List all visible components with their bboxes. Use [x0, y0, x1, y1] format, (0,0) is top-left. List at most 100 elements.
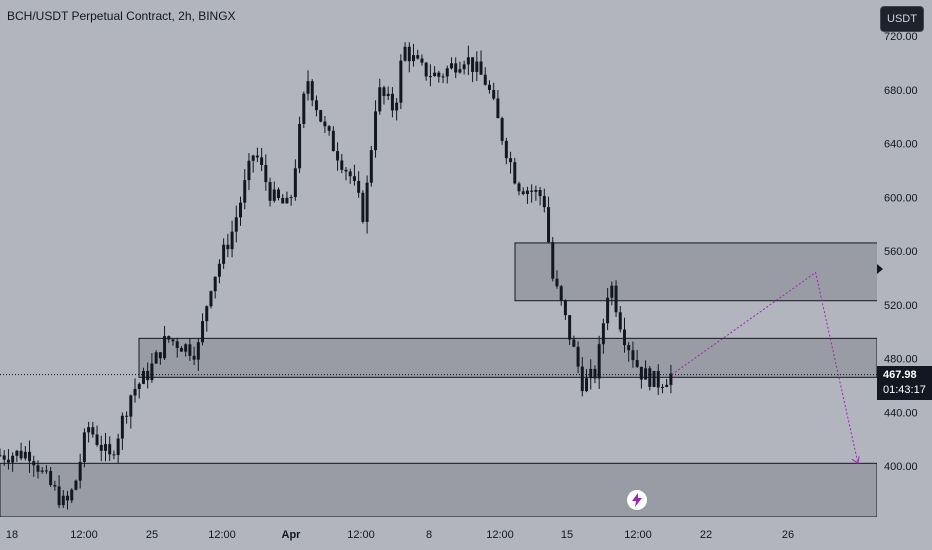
candle-body — [2, 455, 6, 460]
candle-body — [209, 291, 213, 307]
x-tick-label: 15 — [561, 529, 573, 541]
symbol-title: BCH/USDT Perpetual Contract, 2h, BINGX — [7, 9, 236, 23]
candle-body — [125, 415, 129, 417]
zone-rect[interactable] — [514, 242, 879, 302]
x-tick-label: 18 — [6, 529, 18, 541]
currency-button[interactable]: USDT — [880, 6, 924, 32]
candle-body — [11, 455, 15, 463]
candle-body — [163, 336, 167, 359]
candle-body — [500, 118, 504, 141]
candle-body — [509, 158, 513, 163]
zones-layer — [0, 242, 879, 518]
candle-body — [610, 285, 614, 298]
candle-body — [420, 58, 424, 63]
candle-body — [652, 371, 656, 387]
x-tick-label: 25 — [146, 529, 158, 541]
candle-body — [378, 87, 382, 112]
candle-body — [112, 454, 116, 456]
candle-body — [483, 74, 487, 85]
candle-body — [344, 169, 348, 172]
x-tick-label: 12:00 — [70, 529, 98, 541]
candle-body — [323, 121, 327, 127]
candle-body — [70, 489, 74, 501]
candle-body — [576, 346, 580, 367]
x-axis-panel — [0, 517, 932, 550]
x-tick-label: 8 — [426, 529, 432, 541]
candle-body — [137, 383, 141, 389]
candle-body — [568, 315, 572, 340]
candle-body — [196, 342, 200, 360]
candle-body — [471, 57, 475, 72]
candle-body — [374, 111, 378, 151]
last-price: 467.98 — [883, 368, 917, 381]
y-tick-label: 640.00 — [884, 139, 918, 151]
candle-body — [390, 93, 394, 111]
candle-body — [399, 60, 403, 103]
candle-body — [656, 371, 660, 388]
candle-body — [665, 384, 669, 387]
candle-body — [445, 68, 449, 77]
candle-body — [23, 451, 27, 459]
bar-countdown: 01:43:17 — [883, 383, 926, 396]
y-tick-label: 520.00 — [884, 300, 918, 312]
candle-body — [589, 368, 593, 379]
candle-body — [627, 345, 631, 351]
candle-body — [437, 72, 441, 77]
candle-body — [606, 297, 610, 324]
candle-body — [382, 87, 386, 97]
candle-body — [479, 61, 483, 75]
candle-body — [441, 76, 445, 78]
candle-body — [247, 160, 251, 181]
projection-path[interactable] — [671, 271, 859, 464]
candle-body — [53, 485, 57, 487]
projection-layer — [671, 271, 860, 465]
x-axis[interactable]: 18 12:00 25 12:00 Apr 12:00 8 12:00 15 12:00 22 26 — [0, 517, 932, 550]
y-axis[interactable]: 720.00 680.00 640.00 600.00 560.00 520.00 480.… — [877, 0, 932, 550]
candle-body — [57, 486, 61, 506]
candle-body — [416, 55, 420, 59]
candle-body — [91, 427, 95, 435]
lightning-icon[interactable] — [626, 489, 648, 511]
candle-body — [327, 126, 331, 131]
candle-body — [428, 76, 432, 78]
last-price-label: 467.98 01:43:17 — [877, 365, 932, 400]
candle-body — [462, 64, 466, 70]
candle-body — [475, 61, 479, 72]
candle-body — [386, 93, 390, 97]
zone-rect[interactable] — [0, 462, 878, 518]
candle-body — [108, 444, 112, 455]
candle-body — [433, 72, 437, 77]
candle-body — [319, 110, 323, 122]
candle-body — [340, 160, 344, 170]
candle-body — [201, 321, 205, 343]
candle-body — [167, 336, 171, 340]
candle-body — [639, 366, 643, 380]
candle-body — [631, 350, 635, 361]
y-tick-label: 440.00 — [884, 407, 918, 419]
candle-body — [513, 162, 517, 184]
candle-body — [466, 57, 470, 65]
candle-body — [150, 363, 154, 381]
candle-body — [255, 155, 259, 158]
zone-rect[interactable] — [138, 337, 878, 378]
candle-body — [74, 480, 78, 490]
candle-body — [264, 165, 268, 183]
y-tick-label: 560.00 — [884, 246, 918, 258]
candle-body — [19, 450, 23, 459]
candle-body — [618, 312, 622, 330]
candle-body — [660, 386, 664, 388]
candle-body — [66, 495, 70, 501]
candle-body — [314, 100, 318, 111]
candle-body — [504, 140, 508, 159]
candle-body — [597, 344, 601, 379]
candle-body — [15, 450, 19, 456]
candle-body — [116, 438, 120, 456]
candle-body — [129, 395, 133, 417]
candle-body — [572, 339, 576, 347]
candle-body — [534, 190, 538, 192]
candle-body — [239, 202, 243, 218]
candle-body — [146, 370, 150, 381]
candle-body — [49, 471, 53, 486]
candle-body — [175, 341, 179, 349]
